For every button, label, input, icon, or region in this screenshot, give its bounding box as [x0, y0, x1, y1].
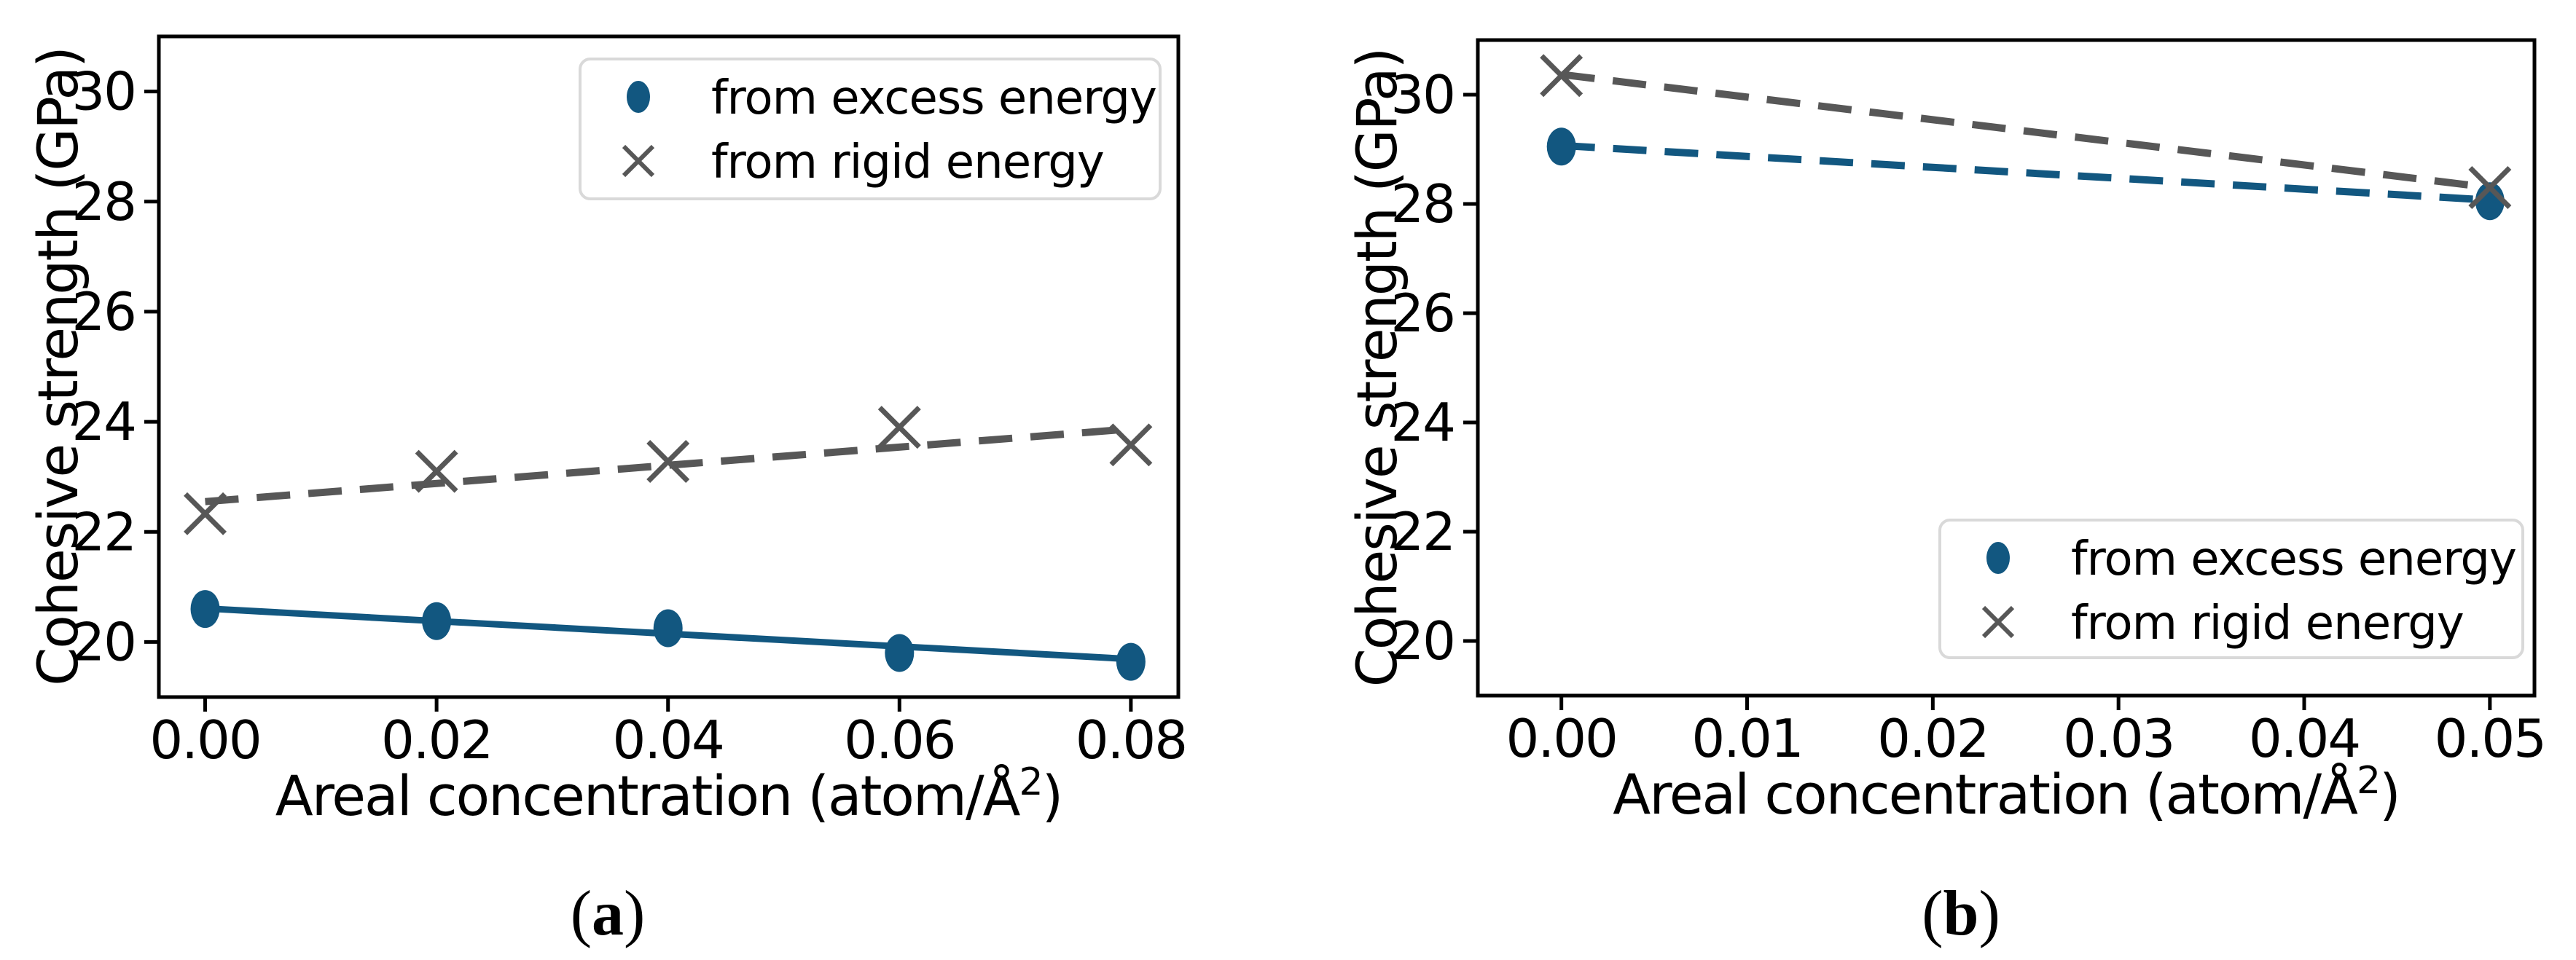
y-axis-title: Cohesive strength (GPa) — [1344, 49, 1409, 688]
y-tick-label: 28 — [1390, 173, 1455, 235]
x-tick-label: 0.03 — [2063, 708, 2174, 769]
legend-box — [1938, 519, 2524, 659]
legend-entry-label: from rigid energy — [711, 135, 1104, 189]
circle-marker — [1116, 642, 1146, 681]
x-axis-title-sup: 2 — [1019, 760, 1042, 804]
panel-b-frame — [1476, 38, 2537, 698]
x-tick-label: 0.01 — [1691, 708, 1802, 769]
panel-a-x-axis: 0.00 0.02 0.04 0.06 0.08 — [149, 697, 1188, 771]
x-tick-label: 0.02 — [1877, 708, 1988, 769]
panel-a-caption: (a) — [571, 877, 646, 951]
y-tick-label: 22 — [71, 501, 136, 562]
series-1-dashed-line — [205, 425, 1132, 505]
legend-entry-label: from rigid energy — [2071, 597, 2464, 650]
panel-a: 0.00 0.02 0.04 0.06 0.08 20 22 24 26 28 30 Areal co… — [26, 34, 1188, 828]
legend-circle-marker — [627, 81, 650, 113]
x-tick-label: 0.08 — [1076, 709, 1186, 771]
panel-b: 0.00 0.01 0.02 0.03 0.04 0.05 20 22 24 26 28 30 Area… — [1344, 38, 2547, 827]
x-tick-label: 0.06 — [844, 709, 955, 771]
y-tick-label: 20 — [71, 611, 136, 672]
legend-entry-label: from excess energy — [2071, 532, 2516, 586]
x-axis-title-sup: 2 — [2357, 759, 2379, 803]
x-axis-title-close: ) — [1042, 763, 1062, 828]
legend-box — [579, 58, 1162, 200]
x-axis-title: Areal concentration (atom/Å2) — [1613, 759, 2400, 827]
panel-b-x-axis: 0.00 0.01 0.02 0.03 0.04 0.05 — [1506, 696, 2547, 769]
panel-a-series-1 — [184, 406, 1153, 535]
caption-b-open: ( — [1922, 878, 1943, 949]
caption-a-open: ( — [570, 878, 592, 949]
legend-circle-marker — [1986, 542, 2010, 574]
legend-x-marker — [1981, 605, 2015, 639]
x-marker — [2468, 166, 2512, 209]
y-tick-label: 30 — [1390, 64, 1455, 125]
legend-entry-label: from excess energy — [711, 71, 1156, 125]
y-tick-label: 20 — [1390, 610, 1455, 672]
x-marker — [184, 492, 227, 535]
x-tick-label: 0.05 — [2435, 708, 2545, 769]
x-axis-title-close: ) — [2379, 762, 2400, 827]
caption-a-letter: a — [592, 878, 624, 949]
y-tick-label: 26 — [71, 281, 136, 342]
panel-a-y-axis: 20 22 24 26 28 30 — [71, 61, 159, 672]
y-tick-label: 22 — [1390, 501, 1455, 562]
y-tick-label: 30 — [71, 61, 136, 122]
circle-marker — [190, 590, 220, 629]
panel-a-legend: from excess energy from rigid energy — [579, 58, 1162, 200]
panel-b-caption: (b) — [1922, 877, 2000, 951]
caption-b-letter: b — [1943, 878, 1979, 949]
x-axis-title-base: Areal concentration (atom/Å — [275, 763, 1021, 828]
x-tick-label: 0.02 — [381, 709, 492, 771]
x-axis-title: Areal concentration (atom/Å2) — [275, 760, 1062, 828]
x-tick-label: 0.04 — [613, 709, 724, 771]
y-tick-label: 24 — [71, 391, 136, 452]
y-tick-label: 28 — [71, 171, 136, 232]
x-tick-label: 0.04 — [2249, 708, 2360, 769]
circle-marker — [653, 609, 683, 648]
x-marker — [1540, 54, 1583, 98]
panel-b-legend: from excess energy from rigid energy — [1938, 519, 2524, 659]
caption-b-close: ) — [1978, 878, 2000, 949]
x-tick-label: 0.00 — [149, 709, 260, 771]
x-marker — [415, 449, 458, 493]
series-1-dashed-line — [1561, 71, 2491, 192]
x-axis-title-base: Areal concentration (atom/Å — [1613, 762, 2358, 827]
y-tick-label: 26 — [1390, 283, 1455, 344]
caption-a-close: ) — [624, 878, 646, 949]
x-marker — [1109, 423, 1153, 467]
panel-b-y-axis: 20 22 24 26 28 30 — [1390, 64, 1478, 672]
x-marker — [877, 406, 921, 449]
circle-marker — [422, 602, 452, 640]
panel-b-series-1 — [1540, 54, 2512, 209]
circle-marker — [1546, 127, 1576, 166]
panel-a-series-0 — [190, 590, 1146, 681]
x-marker — [646, 440, 690, 483]
circle-marker — [885, 634, 915, 672]
legend-x-marker — [622, 144, 655, 178]
y-tick-label: 24 — [1390, 392, 1455, 453]
y-axis-title: Cohesive strength (GPa) — [26, 47, 90, 686]
x-tick-label: 0.00 — [1506, 708, 1617, 769]
